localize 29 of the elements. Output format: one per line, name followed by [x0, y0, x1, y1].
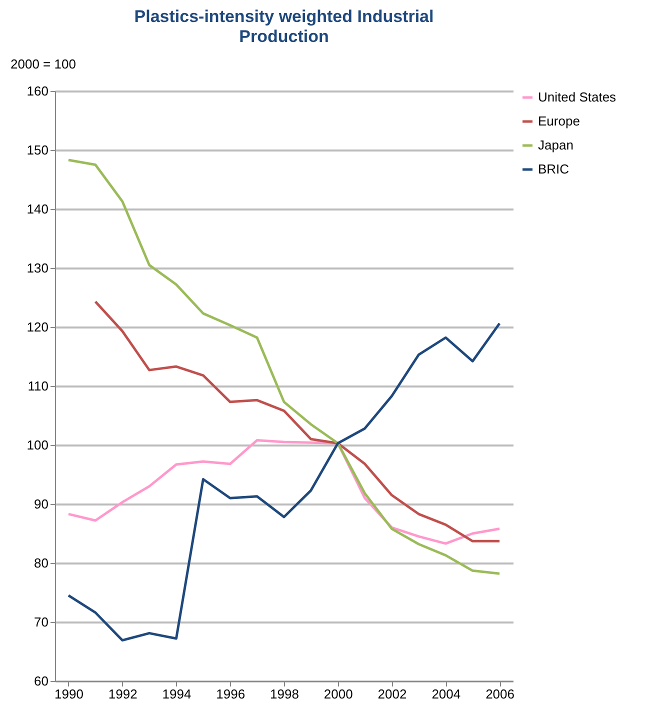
legend-label: Europe [538, 114, 580, 128]
y-tick-label: 120 [26, 320, 48, 334]
x-tick-label: 1992 [108, 686, 138, 702]
x-tick-label: 2000 [324, 686, 353, 702]
y-tick-label: 140 [26, 202, 48, 216]
y-tick-label: 70 [34, 614, 48, 630]
chart-title: Plastics-intensity weighted Industrial Production [134, 7, 434, 46]
x-tick-label: 1996 [216, 686, 246, 702]
legend-label: United States [538, 90, 617, 104]
x-tick-label: 2002 [378, 686, 407, 702]
x-tick-label: 2006 [486, 686, 514, 702]
line-series [67, 158, 501, 575]
y-tick-label: 80 [34, 556, 48, 570]
legend-label: BRIC [538, 162, 570, 176]
x-tick-label: 1994 [162, 686, 192, 702]
line-series [67, 322, 501, 642]
y-tick-label: 100 [26, 438, 48, 452]
y-tick-label: 150 [26, 142, 48, 158]
y-tick-label: 160 [26, 84, 48, 98]
legend-label: Japan [538, 138, 574, 152]
x-tick-label: 2004 [432, 686, 461, 702]
x-tick-label: 1998 [270, 686, 299, 702]
y-axis-title: 2000 = 100 [10, 56, 76, 72]
line-series [94, 300, 501, 542]
y-tick-label: 60 [34, 674, 48, 688]
y-tick-label: 110 [28, 378, 48, 394]
x-tick-label: 1990 [54, 686, 84, 702]
y-tick-label: 90 [34, 496, 48, 512]
y-tick-label: 130 [26, 260, 48, 276]
